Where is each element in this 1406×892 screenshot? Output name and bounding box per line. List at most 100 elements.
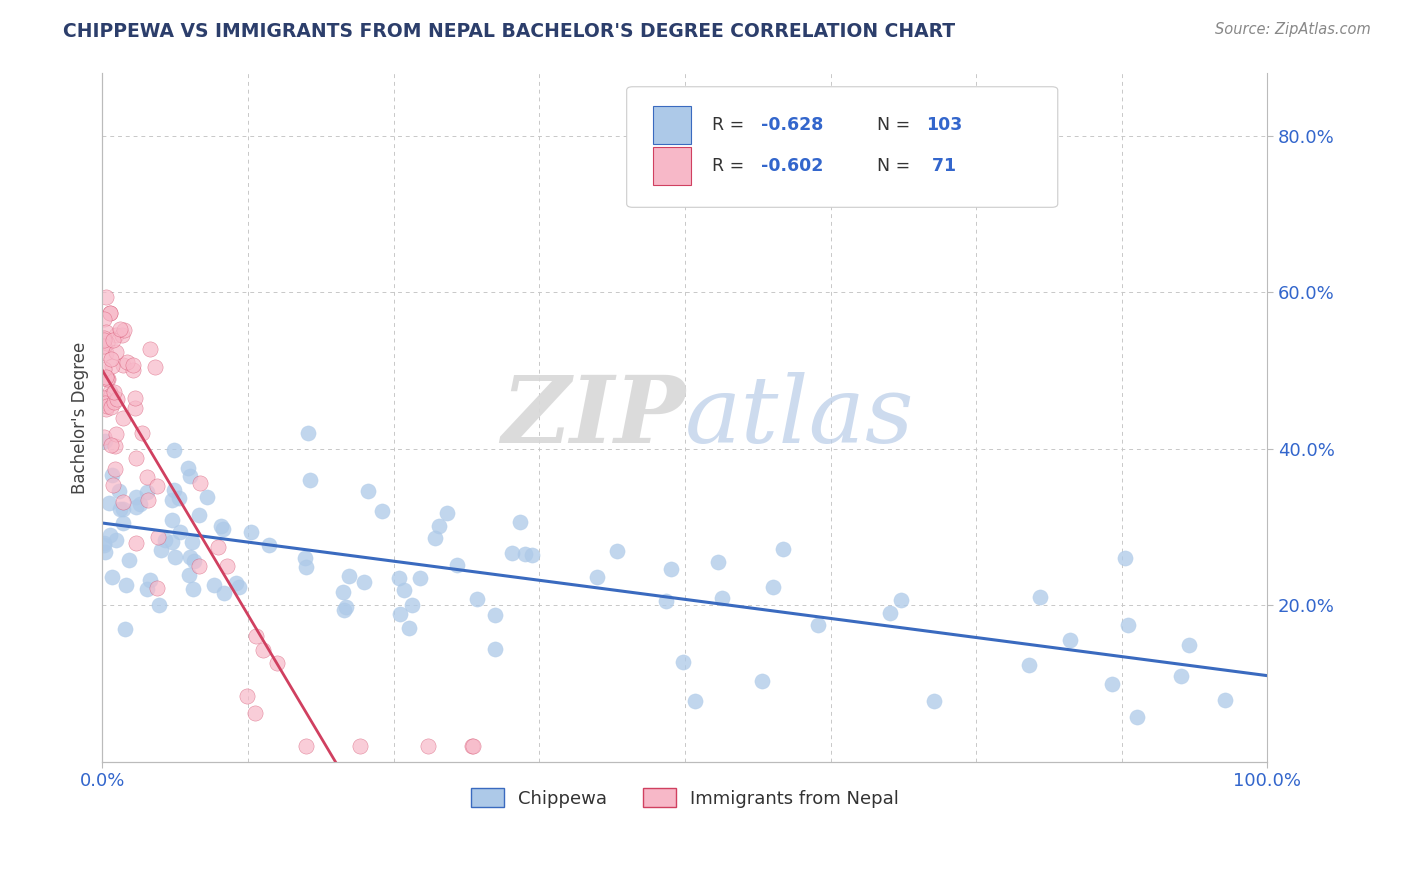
Point: [762, 580, 785, 594]
Point: [111, 516, 134, 530]
Point: [139, 342, 162, 356]
Point: [93, 430, 115, 444]
Point: [879, 606, 901, 620]
Point: [100, 438, 122, 452]
Point: [121, 363, 143, 377]
FancyBboxPatch shape: [627, 87, 1057, 207]
FancyBboxPatch shape: [654, 105, 690, 144]
Point: [111, 502, 134, 516]
Point: [212, 586, 235, 600]
Point: [177, 567, 200, 582]
Point: [197, 490, 219, 504]
Point: [163, 549, 186, 564]
Point: [922, 694, 945, 708]
Point: [101, 333, 124, 347]
Point: [409, 572, 432, 586]
Point: [124, 491, 146, 505]
Point: [162, 492, 184, 507]
Point: [105, 533, 128, 547]
Point: [146, 582, 169, 596]
Point: [98, 305, 121, 319]
Point: [353, 575, 375, 590]
Point: [96, 336, 118, 351]
Point: [520, 549, 543, 563]
Point: [115, 355, 138, 369]
Point: [103, 385, 125, 400]
Point: [136, 484, 159, 499]
Point: [371, 504, 394, 518]
Point: [104, 327, 127, 342]
Point: [461, 739, 484, 753]
Point: [124, 401, 146, 415]
Point: [94, 325, 117, 339]
Point: [93, 391, 115, 405]
Point: [163, 483, 186, 497]
Text: R =: R =: [711, 157, 749, 175]
Point: [333, 603, 356, 617]
Point: [228, 580, 250, 594]
Text: atlas: atlas: [685, 372, 914, 462]
Point: [225, 575, 247, 590]
Point: [118, 553, 141, 567]
Point: [93, 545, 115, 559]
Point: [98, 528, 121, 542]
Point: [202, 578, 225, 592]
Text: R =: R =: [711, 116, 749, 134]
Point: [772, 541, 794, 556]
Point: [401, 598, 423, 612]
Point: [266, 657, 288, 671]
Point: [114, 622, 136, 636]
Point: [93, 333, 115, 347]
Point: [94, 401, 117, 416]
Point: [94, 396, 117, 410]
Point: [1114, 550, 1136, 565]
Point: [124, 391, 146, 405]
Point: [101, 359, 124, 373]
Point: [1213, 692, 1236, 706]
Point: [108, 483, 131, 498]
Point: [179, 469, 201, 483]
Point: [427, 519, 450, 533]
Text: 71: 71: [927, 157, 956, 175]
Point: [104, 462, 127, 476]
Point: [143, 359, 166, 374]
Point: [108, 322, 131, 336]
Point: [93, 371, 115, 385]
Point: [112, 359, 135, 373]
Point: [93, 536, 115, 550]
Point: [297, 426, 319, 441]
Point: [94, 369, 117, 384]
Point: [252, 643, 274, 657]
Point: [181, 535, 204, 549]
Point: [96, 372, 118, 386]
Point: [101, 570, 124, 584]
Point: [807, 617, 830, 632]
Point: [111, 494, 134, 508]
Point: [295, 739, 318, 753]
Point: [112, 411, 135, 425]
Point: [100, 388, 122, 402]
Point: [167, 491, 190, 505]
Text: ZIP: ZIP: [501, 372, 685, 462]
Point: [239, 525, 262, 540]
Point: [751, 674, 773, 689]
Point: [236, 689, 259, 703]
Point: [659, 561, 682, 575]
Point: [93, 434, 115, 448]
Point: [131, 426, 153, 441]
Point: [181, 582, 204, 597]
Point: [93, 331, 115, 345]
Point: [93, 339, 115, 353]
Point: [146, 530, 169, 544]
Point: [104, 439, 127, 453]
Point: [188, 476, 211, 491]
Point: [245, 629, 267, 643]
Point: [388, 571, 411, 585]
Point: [509, 516, 531, 530]
Point: [298, 473, 321, 487]
Point: [672, 655, 695, 669]
Point: [111, 328, 134, 343]
Point: [98, 306, 121, 320]
Point: [101, 478, 124, 492]
Text: -0.602: -0.602: [761, 157, 823, 175]
